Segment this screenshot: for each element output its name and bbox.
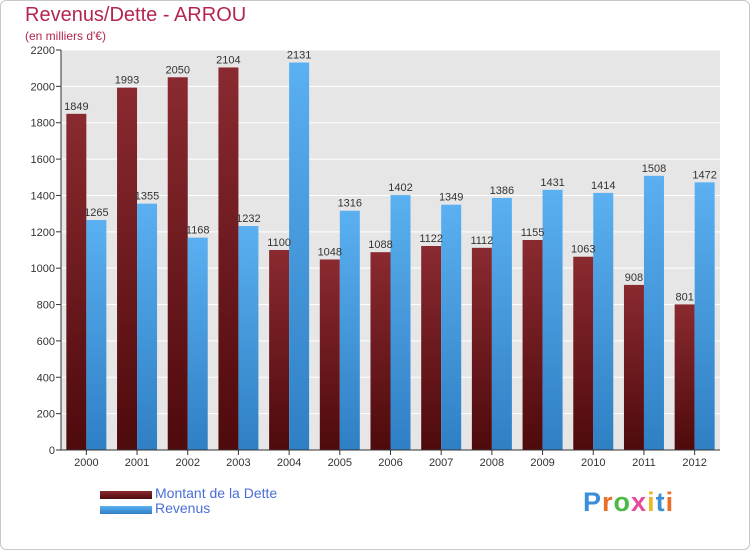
bar-value-label: 2050: [165, 64, 189, 76]
bar-dette: [167, 77, 188, 450]
logo-letter: o: [613, 487, 632, 517]
x-tick-label: 2004: [277, 457, 301, 469]
bar-value-label: 1508: [642, 163, 666, 175]
x-tick-label: 2002: [175, 457, 199, 469]
bar-dette: [66, 113, 87, 451]
x-tick-label: 2005: [328, 457, 352, 469]
y-axis-labels: 0 200 400 600 800 1000 1200 1400 1600 1800 2000 220…: [31, 45, 55, 457]
y-tick-label: 200: [37, 409, 55, 421]
bar-value-label: 1168: [186, 225, 210, 237]
bar-value-label: 1112: [470, 235, 493, 247]
bar-dette: [269, 250, 290, 450]
x-tick-label: 2010: [581, 457, 605, 469]
y-tick-label: 0: [49, 445, 55, 457]
x-tick-label: 2006: [378, 457, 402, 469]
bar-revenus: [694, 182, 715, 450]
bar-dette: [522, 240, 543, 450]
value-labels: 1849 1265 1993 1355 2050 1168 2104 1232 1100 2131…: [64, 50, 717, 304]
chart-subtitle: (en milliers d'€): [25, 29, 106, 43]
legend-swatch-dette: [100, 491, 152, 499]
x-tick-label: 2001: [125, 457, 149, 469]
bar-dette: [117, 87, 138, 451]
x-tick-label: 2008: [480, 457, 504, 469]
proxiti-logo: Proxiti: [583, 487, 674, 518]
bar-revenus: [238, 226, 259, 450]
legend-label-revenus: Revenus: [155, 500, 211, 516]
chart-title: Revenus/Dette - ARROU: [25, 4, 247, 26]
bar-revenus: [441, 204, 462, 450]
x-axis-labels: 2000 2001 2002 2003 2004 2005 2006 2007 2008 2009…: [74, 450, 707, 469]
bar-value-label: 1048: [318, 246, 342, 258]
bar-dette: [623, 284, 644, 450]
bar-revenus: [187, 237, 208, 450]
bar-value-label: 1316: [338, 198, 362, 210]
bar-value-label: 1402: [388, 182, 412, 194]
bar-value-label: 1088: [368, 239, 392, 251]
bar-value-label: 1355: [135, 191, 159, 203]
bar-value-label: 1100: [267, 237, 291, 249]
x-tick-label: 2007: [429, 457, 453, 469]
x-tick-label: 2000: [74, 457, 98, 469]
bar-value-label: 1265: [84, 207, 108, 219]
bar-revenus: [491, 198, 512, 450]
bar-revenus: [643, 175, 664, 450]
legend-label-dette: Montant de la Dette: [155, 485, 278, 501]
bar-value-label: 1349: [439, 192, 463, 204]
bar-value-label: 1993: [115, 75, 139, 87]
bar-value-label: 1431: [540, 177, 564, 189]
bar-revenus: [390, 195, 411, 450]
bar-dette: [471, 247, 492, 450]
bar-revenus: [86, 220, 107, 450]
y-tick-label: 800: [37, 300, 55, 312]
bars-group: [66, 62, 715, 451]
logo-letter: r: [602, 487, 614, 517]
bar-value-label: 1232: [236, 213, 260, 225]
y-tick-label: 2000: [31, 81, 55, 93]
bar-revenus: [542, 189, 563, 450]
bar-revenus: [289, 62, 310, 450]
bar-value-label: 1122: [419, 233, 443, 245]
bar-dette: [370, 252, 391, 450]
legend-swatch-revenus: [100, 506, 152, 514]
bar-value-label: 1155: [521, 227, 545, 239]
bar-revenus: [339, 210, 360, 450]
logo-letter: i: [647, 487, 656, 517]
bar-value-label: 801: [675, 291, 693, 303]
bar-dette: [319, 259, 340, 450]
x-tick-label: 2009: [530, 457, 554, 469]
bar-dette: [218, 67, 239, 451]
bar-dette: [573, 256, 594, 450]
x-tick-label: 2003: [226, 457, 250, 469]
bar-value-label: 1386: [490, 185, 514, 197]
y-tick-label: 400: [37, 372, 55, 384]
y-tick-label: 600: [37, 336, 55, 348]
y-tick-label: 1400: [31, 190, 55, 202]
y-tick-label: 1200: [31, 227, 55, 239]
bar-revenus: [137, 203, 158, 450]
bar-value-label: 908: [625, 272, 643, 284]
bar-value-label: 1472: [692, 169, 716, 181]
y-tick-label: 1600: [31, 154, 55, 166]
bar-dette: [421, 246, 442, 450]
bar-value-label: 1063: [571, 244, 595, 256]
bar-value-label: 2104: [216, 54, 240, 66]
y-tick-label: 2200: [31, 45, 55, 57]
logo-letter: i: [665, 487, 675, 517]
logo-letter: P: [583, 487, 603, 517]
y-tick-label: 1000: [31, 263, 55, 275]
x-tick-label: 2012: [682, 457, 706, 469]
bar-value-label: 1414: [591, 180, 615, 192]
logo-letter: t: [655, 487, 666, 517]
bar-value-label: 2131: [287, 50, 311, 62]
bar-revenus: [593, 192, 614, 450]
bar-dette: [674, 304, 695, 450]
x-tick-label: 2011: [632, 457, 656, 469]
y-tick-label: 1800: [31, 118, 55, 130]
logo-letter: x: [631, 487, 648, 517]
bar-value-label: 1849: [64, 101, 88, 113]
